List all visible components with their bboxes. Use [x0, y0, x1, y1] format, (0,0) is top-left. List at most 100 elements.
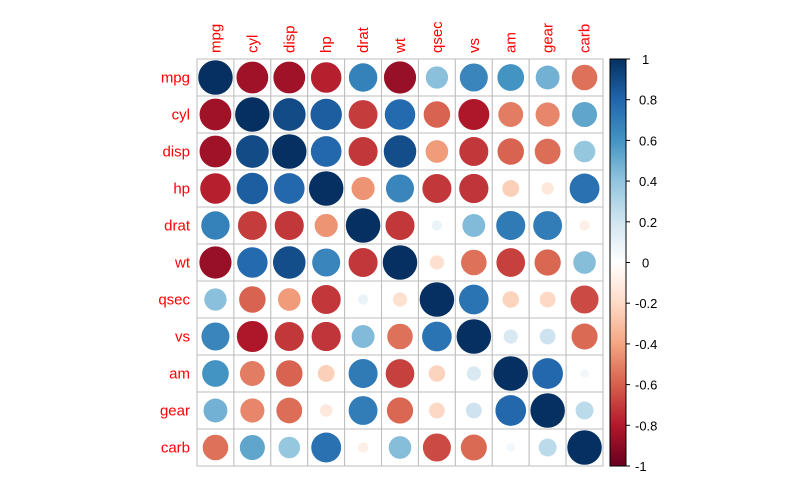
- correlation-circle-hp-carb: [569, 173, 600, 204]
- column-label-gear: gear: [540, 23, 557, 53]
- correlation-circle-mpg-gear: [535, 65, 560, 90]
- correlation-circle-hp-vs: [459, 173, 489, 204]
- correlation-circle-cyl-gear: [535, 102, 560, 127]
- correlation-circle-disp-mpg: [199, 135, 232, 168]
- correlation-circle-qsec-gear: [539, 291, 556, 308]
- correlation-circle-am-cyl: [239, 361, 265, 386]
- correlation-circle-hp-wt: [385, 174, 415, 203]
- correlation-circle-wt-mpg: [199, 246, 232, 279]
- correlation-circle-wt-qsec: [429, 255, 445, 270]
- correlation-circle-am-gear: [532, 358, 563, 389]
- row-label-carb: carb: [161, 440, 190, 457]
- correlation-circle-am-wt: [385, 359, 415, 388]
- correlation-circle-vs-drat: [351, 325, 375, 348]
- correlation-circle-hp-am: [502, 180, 520, 197]
- correlation-circle-gear-cyl: [240, 398, 265, 423]
- correlation-circle-carb-cyl: [239, 434, 265, 461]
- row-labels: mpg cyl disp hp drat wt qsec vs am gear carb: [158, 70, 191, 457]
- correlation-circle-mpg-disp: [273, 61, 306, 94]
- correlation-circle-wt-wt: [382, 245, 418, 280]
- colorbar-tick-label: 0: [642, 256, 649, 271]
- column-label-mpg: mpg: [207, 24, 224, 53]
- correlation-circle-mpg-am: [497, 64, 525, 91]
- correlation-circle-vs-qsec: [422, 321, 452, 352]
- correlation-circle-drat-wt: [385, 210, 415, 241]
- correlation-circle-gear-hp: [319, 404, 333, 417]
- correlation-circle-cyl-disp: [272, 98, 306, 131]
- correlation-circle-hp-hp: [308, 171, 344, 206]
- row-label-gear: gear: [160, 403, 190, 420]
- correlation-circle-cyl-carb: [571, 101, 598, 128]
- correlation-circle-wt-carb: [573, 251, 596, 274]
- correlation-circle-vs-disp: [274, 321, 304, 352]
- correlation-circle-wt-gear: [534, 249, 561, 276]
- colorbar-tick-label: -0.6: [635, 378, 657, 393]
- correlation-circle-hp-drat: [351, 176, 375, 201]
- correlation-circle-cyl-am: [498, 102, 524, 127]
- correlation-circle-gear-disp: [276, 397, 303, 424]
- row-label-mpg: mpg: [161, 70, 190, 87]
- correlation-circle-drat-carb: [579, 220, 590, 231]
- colorbar-tick-label: -1: [635, 459, 647, 474]
- correlation-circle-disp-hp: [310, 136, 342, 167]
- correlation-circle-mpg-carb: [571, 64, 598, 91]
- correlation-circle-wt-cyl: [237, 247, 268, 278]
- column-labels: mpg cyl disp hp drat wt qsec vs am gear carb: [207, 21, 593, 54]
- correlation-circle-mpg-qsec: [425, 66, 449, 89]
- correlation-circle-mpg-drat: [348, 63, 378, 92]
- correlation-circle-drat-vs: [462, 214, 486, 237]
- correlation-circle-drat-hp: [314, 213, 338, 238]
- row-label-cyl: cyl: [172, 107, 190, 124]
- correlation-circle-carb-gear: [538, 438, 557, 457]
- correlation-circle-gear-mpg: [203, 398, 228, 423]
- correlation-circle-qsec-vs: [458, 284, 489, 315]
- correlation-circle-drat-drat: [345, 208, 381, 243]
- correlation-circle-disp-wt: [383, 135, 417, 168]
- colorbar-tick-label: 0.8: [639, 93, 657, 108]
- column-label-qsec: qsec: [429, 21, 446, 53]
- colorbar-tick-label: 0.4: [639, 174, 657, 189]
- correlation-circle-gear-gear: [530, 393, 565, 428]
- correlation-circle-gear-vs: [465, 402, 482, 419]
- correlation-circle-am-mpg: [202, 360, 229, 387]
- correlation-circle-disp-am: [497, 138, 524, 165]
- correlation-circle-disp-vs: [459, 136, 489, 167]
- column-label-cyl: cyl: [244, 35, 261, 53]
- correlation-circle-qsec-cyl: [239, 286, 266, 313]
- correlation-circle-qsec-wt: [392, 292, 408, 307]
- column-label-disp: disp: [281, 25, 298, 53]
- column-label-vs: vs: [466, 38, 483, 53]
- circle-layer: [198, 60, 602, 465]
- correlation-circle-carb-carb: [567, 430, 602, 465]
- correlation-circle-qsec-carb: [570, 285, 599, 314]
- correlation-circle-gear-carb: [575, 401, 594, 420]
- correlation-circle-drat-am: [496, 210, 526, 241]
- correlation-circle-qsec-disp: [277, 288, 301, 311]
- column-label-drat: drat: [355, 26, 372, 53]
- correlation-circle-disp-gear: [534, 138, 561, 165]
- correlation-circle-wt-disp: [272, 246, 306, 279]
- colorbar-tick-label: -0.8: [635, 418, 657, 433]
- correlation-circle-mpg-hp: [310, 62, 342, 93]
- correlation-circle-cyl-cyl: [235, 97, 270, 132]
- correlation-circle-carb-disp: [278, 436, 301, 459]
- row-label-hp: hp: [173, 181, 190, 198]
- correlation-circle-mpg-mpg: [198, 60, 233, 95]
- correlation-circle-qsec-hp: [311, 284, 341, 315]
- correlation-circle-am-am: [493, 356, 528, 391]
- row-label-disp: disp: [162, 144, 190, 161]
- correlation-circle-gear-qsec: [429, 402, 445, 419]
- colorbar-tick-label: 1: [642, 52, 649, 67]
- colorbar-tick-label: 0.2: [639, 215, 657, 230]
- colorbar-gradient: [609, 58, 627, 467]
- correlation-circle-disp-carb: [573, 140, 596, 163]
- correlation-circle-am-carb: [580, 369, 589, 378]
- correlation-circle-vs-mpg: [201, 322, 230, 351]
- colorbar-tick-label: -0.2: [635, 296, 657, 311]
- correlation-circle-vs-gear: [539, 328, 556, 345]
- correlation-circle-cyl-hp: [310, 98, 342, 131]
- column-label-am: am: [503, 32, 520, 53]
- correlation-circle-drat-disp: [274, 210, 304, 241]
- correlation-circle-vs-wt: [387, 323, 413, 350]
- correlation-circle-drat-mpg: [201, 211, 230, 240]
